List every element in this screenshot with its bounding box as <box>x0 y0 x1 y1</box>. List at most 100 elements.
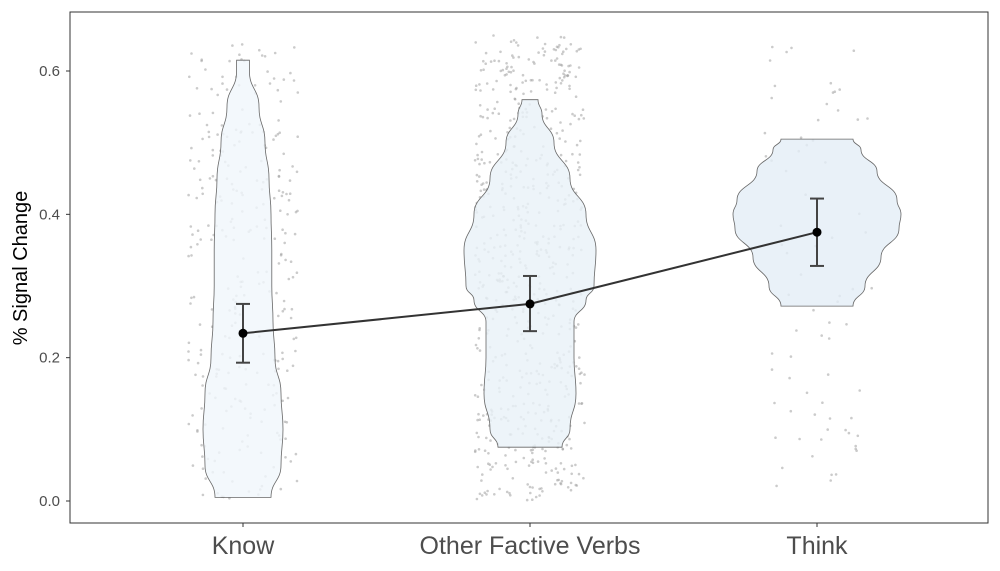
jitter-point <box>858 389 861 392</box>
jitter-point <box>497 59 501 63</box>
jitter-point <box>522 456 526 460</box>
jitter-point <box>530 460 533 464</box>
jitter-point <box>473 450 477 454</box>
jitter-point <box>221 75 224 79</box>
jitter-point <box>573 114 576 117</box>
jitter-point <box>211 174 215 178</box>
jitter-point <box>268 82 272 85</box>
jitter-point <box>524 79 528 83</box>
jitter-point <box>562 467 566 471</box>
jitter-point <box>286 396 290 400</box>
jitter-point <box>294 210 298 214</box>
jitter-point <box>475 142 478 146</box>
jitter-point <box>479 114 482 118</box>
jitter-point <box>513 97 517 101</box>
jitter-point <box>568 87 571 91</box>
jitter-point <box>773 401 776 405</box>
jitter-point <box>199 353 203 356</box>
jitter-point <box>550 469 553 472</box>
jitter-point <box>289 71 292 75</box>
jitter-point <box>541 447 544 451</box>
jitter-point <box>187 350 190 353</box>
jitter-point <box>541 490 544 493</box>
jitter-point <box>478 104 482 107</box>
jitter-point <box>507 70 511 74</box>
jitter-point <box>294 336 298 340</box>
jitter-point <box>478 175 481 178</box>
jitter-point <box>850 416 853 420</box>
jitter-point <box>517 102 520 105</box>
jitter-point <box>476 157 480 161</box>
jitter-point <box>188 114 192 117</box>
jitter-point <box>562 36 566 39</box>
jitter-point <box>480 479 483 482</box>
jitter-point <box>781 466 784 470</box>
jitter-point <box>512 117 516 121</box>
jitter-point <box>504 454 507 457</box>
jitter-point <box>813 413 817 416</box>
jitter-point <box>191 464 195 467</box>
jitter-point <box>511 477 515 480</box>
jitter-point <box>294 452 298 456</box>
jitter-point <box>491 88 495 91</box>
jitter-point <box>485 82 489 85</box>
jitter-point <box>474 88 478 92</box>
jitter-point <box>561 79 564 82</box>
jitter-point <box>514 448 517 452</box>
jitter-point <box>559 462 563 465</box>
jitter-point <box>825 102 829 106</box>
jitter-point <box>534 495 538 499</box>
jitter-point <box>277 174 281 178</box>
jitter-point <box>286 213 289 216</box>
jitter-point <box>528 485 532 489</box>
jitter-point <box>482 188 486 191</box>
jitter-point <box>575 365 578 368</box>
jitter-point <box>564 140 567 143</box>
jitter-point <box>480 383 483 387</box>
jitter-point <box>187 422 191 426</box>
jitter-point <box>582 117 586 120</box>
jitter-point <box>477 135 481 138</box>
jitter-point <box>198 112 201 115</box>
jitter-point <box>583 421 586 425</box>
jitter-point <box>277 262 281 265</box>
jitter-point <box>204 477 207 480</box>
jitter-point <box>277 119 280 122</box>
jitter-point <box>509 494 512 497</box>
jitter-point <box>493 493 496 496</box>
jitter-point <box>189 225 193 228</box>
jitter-point <box>477 337 481 340</box>
x-tick-label: Know <box>212 532 275 560</box>
jitter-point <box>561 448 565 451</box>
jitter-point <box>489 468 492 471</box>
jitter-point <box>554 467 558 470</box>
jitter-point <box>559 63 563 67</box>
jitter-point <box>188 75 191 79</box>
jitter-point <box>544 471 548 474</box>
jitter-point <box>474 343 478 347</box>
jitter-point <box>578 372 582 376</box>
jitter-point <box>536 36 539 39</box>
jitter-point <box>564 159 568 163</box>
y-tick-label: 0.4 <box>39 206 60 223</box>
jitter-point <box>509 83 512 87</box>
jitter-point <box>569 481 573 485</box>
jitter-point <box>482 414 485 417</box>
jitter-point <box>277 189 281 192</box>
jitter-point <box>560 479 564 483</box>
jitter-point <box>556 478 559 482</box>
jitter-point <box>197 160 201 163</box>
jitter-point <box>529 90 533 93</box>
jitter-point <box>220 124 224 127</box>
jitter-point <box>492 34 495 37</box>
jitter-point <box>558 137 561 140</box>
jitter-point <box>284 258 287 262</box>
jitter-point <box>531 78 534 82</box>
jitter-point <box>561 129 564 132</box>
jitter-point <box>478 328 481 332</box>
jitter-point <box>811 455 814 458</box>
jitter-point <box>200 443 203 447</box>
jitter-point <box>828 417 832 420</box>
jitter-point <box>277 314 280 318</box>
jitter-point <box>477 435 480 439</box>
